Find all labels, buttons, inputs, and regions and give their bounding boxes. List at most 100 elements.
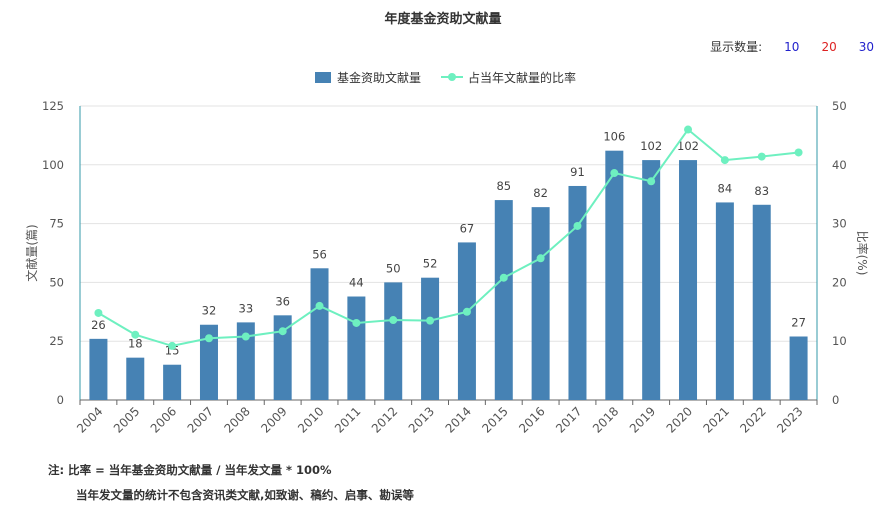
x-tick-label: 2006 (148, 404, 179, 435)
bar (310, 268, 329, 400)
x-tick-label: 2007 (185, 404, 216, 435)
y-left-tick-label: 0 (57, 393, 64, 407)
bar (789, 336, 808, 400)
y-left-tick-label: 125 (42, 99, 64, 113)
ratio-point (462, 307, 471, 316)
ratio-point (315, 301, 324, 310)
bar-value-label: 83 (754, 184, 769, 198)
bar (752, 204, 771, 400)
ratio-point (794, 148, 803, 157)
note-line-1: 注: 比率 = 当年基金资助文献量 / 当年发文量 * 100% (48, 463, 332, 477)
x-tick-label: 2016 (516, 404, 547, 435)
x-tick-label: 2020 (664, 404, 695, 435)
legend-line-marker (448, 73, 456, 81)
note-line-2: 当年发文量的统计不包含资讯类文献,如致谢、稿约、启事、勘误等 (76, 488, 414, 502)
ratio-point (131, 330, 140, 339)
bar-value-label: 50 (386, 261, 401, 275)
y-right-tick-label: 20 (832, 275, 847, 289)
x-tick-label: 2004 (74, 404, 105, 435)
ratio-point (684, 125, 693, 134)
x-tick-label: 2018 (590, 404, 621, 435)
bar (347, 296, 366, 400)
bar-value-label: 85 (496, 179, 511, 193)
bar (715, 202, 734, 400)
x-tick-label: 2022 (737, 404, 768, 435)
display-count-label: 显示数量: (710, 40, 763, 54)
x-tick-label: 2010 (295, 404, 326, 435)
y-right-tick-label: 0 (832, 393, 839, 407)
bar (605, 150, 624, 400)
legend-line-label: 占当年文献量的比率 (468, 70, 576, 85)
y-right-axis-title: 比率(%) (855, 231, 870, 276)
bar-value-label: 91 (570, 165, 585, 179)
ratio-point (94, 308, 103, 317)
x-tick-label: 2021 (700, 404, 731, 435)
y-right-tick-label: 40 (832, 158, 847, 172)
x-tick-label: 2005 (111, 404, 142, 435)
display-count-option-30[interactable]: 30 (858, 39, 874, 54)
bar-value-label: 44 (349, 276, 364, 290)
bar (199, 324, 218, 400)
x-tick-label: 2008 (221, 404, 252, 435)
ratio-point (610, 169, 619, 178)
y-right-tick-label: 50 (832, 99, 847, 113)
bar-value-label: 102 (677, 139, 699, 153)
y-left-tick-label: 25 (49, 334, 64, 348)
ratio-point (389, 316, 398, 325)
bar-value-label: 102 (640, 139, 662, 153)
chart-title: 年度基金资助文献量 (384, 12, 502, 27)
x-tick-label: 2015 (479, 404, 510, 435)
bar-value-label: 82 (533, 186, 548, 200)
ratio-point (499, 273, 508, 282)
y-right-tick-label: 30 (832, 217, 847, 231)
bar (531, 207, 550, 400)
y-left-tick-label: 75 (49, 217, 64, 231)
ratio-point (573, 221, 582, 230)
x-tick-label: 2013 (406, 404, 437, 435)
bar-value-label: 18 (128, 337, 143, 351)
bar-value-label: 32 (202, 304, 217, 318)
y-left-axis-title: 文献量(篇) (24, 224, 39, 281)
bar (384, 282, 403, 400)
bar (421, 277, 440, 400)
bar (679, 160, 698, 400)
ratio-point (241, 332, 250, 341)
bar (494, 200, 513, 400)
ratio-point (757, 152, 766, 161)
bar-value-label: 52 (423, 257, 438, 271)
bar-value-label: 27 (791, 315, 806, 329)
display-count-option-20[interactable]: 20 (821, 39, 837, 54)
x-tick-label: 2023 (774, 404, 805, 435)
bar (126, 357, 145, 400)
legend-bar-swatch (315, 72, 331, 83)
bar-value-label: 26 (91, 318, 106, 332)
bar (568, 185, 587, 400)
x-tick-label: 2014 (443, 404, 474, 435)
ratio-point (204, 334, 213, 343)
y-left-tick-label: 50 (49, 275, 64, 289)
ratio-point (647, 177, 656, 186)
x-tick-label: 2011 (332, 404, 363, 435)
bar (642, 160, 661, 400)
y-left-tick-label: 100 (42, 158, 64, 172)
bar-value-label: 67 (460, 221, 475, 235)
legend-bar-label: 基金资助文献量 (337, 70, 421, 85)
ratio-point (352, 318, 361, 327)
ratio-line (97, 128, 799, 347)
chart-svg: 0 25 50 75 100 125 0 10 20 30 40 50 2004 2005 2006 2007… (24, 70, 870, 436)
x-tick-label: 2017 (553, 404, 584, 435)
bar-value-label: 36 (275, 294, 290, 308)
ratio-point (278, 327, 287, 336)
bar-value-label: 33 (239, 301, 254, 315)
bar (236, 322, 255, 400)
ratio-point (536, 254, 545, 263)
display-count-option-10[interactable]: 10 (784, 39, 800, 54)
ratio-point (720, 156, 729, 165)
bar (273, 315, 292, 400)
bar-value-label: 56 (312, 247, 327, 261)
bar (163, 364, 182, 400)
bar-value-label: 84 (718, 181, 733, 195)
display-count-selector: 显示数量: 10 20 30 (710, 38, 874, 55)
ratio-point (426, 316, 435, 325)
ratio-point (168, 341, 177, 350)
